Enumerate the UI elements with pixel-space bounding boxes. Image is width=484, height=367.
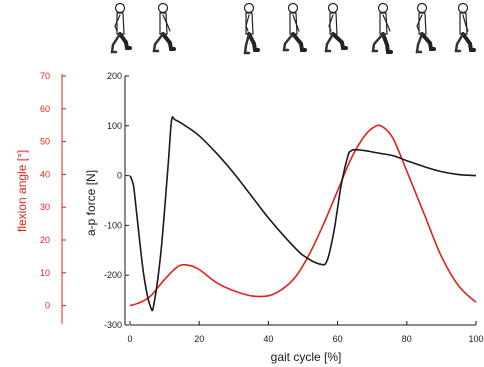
force-tick-label: -200: [104, 270, 122, 280]
walking-figures-row: [110, 2, 476, 55]
force-tick-label: 0: [117, 171, 122, 181]
walking-figure-icon: [152, 2, 176, 53]
flexion-tick-label: 40: [40, 169, 50, 179]
x-axis-title: gait cycle [%]: [271, 350, 342, 364]
x-tick-label: 100: [468, 334, 483, 344]
flexion-tick-label: 50: [40, 137, 50, 147]
plot-lines: [129, 116, 477, 312]
flexion-angle-axis: 0 10 20 30 40 50 60 70: [40, 71, 66, 324]
flexion-tick-label: 10: [40, 268, 50, 278]
force-series-line: [129, 116, 477, 312]
flexion-series-line: [129, 124, 477, 307]
walking-figure-icon: [454, 2, 476, 53]
walking-figure-icon: [415, 2, 436, 54]
flexion-tick-label: 60: [40, 104, 50, 114]
flexion-tick-label: 20: [40, 235, 50, 245]
x-tick-label: 0: [127, 334, 132, 344]
walking-figure-icon: [110, 2, 132, 54]
flexion-tick-label: 0: [45, 301, 50, 311]
force-axis-title: a-p force [N]: [84, 170, 98, 236]
walking-figure-icon: [371, 2, 393, 54]
x-tick-label: 20: [194, 334, 204, 344]
force-axis: -300 -200 -100 0 100 200: [104, 71, 129, 330]
force-tick-label: -100: [104, 220, 122, 230]
force-tick-label: -300: [104, 320, 122, 330]
flexion-tick-label: 70: [40, 71, 50, 81]
flexion-tick-label: 30: [40, 202, 50, 212]
force-tick-label: 200: [107, 71, 122, 81]
force-tick-label: 100: [107, 121, 122, 131]
x-tick-label: 40: [263, 334, 273, 344]
walking-figure-icon: [282, 2, 307, 52]
flexion-axis-title: flexion angle [°]: [15, 150, 29, 232]
walking-figure-icon: [324, 2, 348, 53]
walking-figure-icon: [243, 2, 260, 55]
gait-cycle-axis: 0 20 40 60 80 100: [127, 321, 484, 344]
x-tick-label: 60: [333, 334, 343, 344]
x-tick-label: 80: [402, 334, 412, 344]
